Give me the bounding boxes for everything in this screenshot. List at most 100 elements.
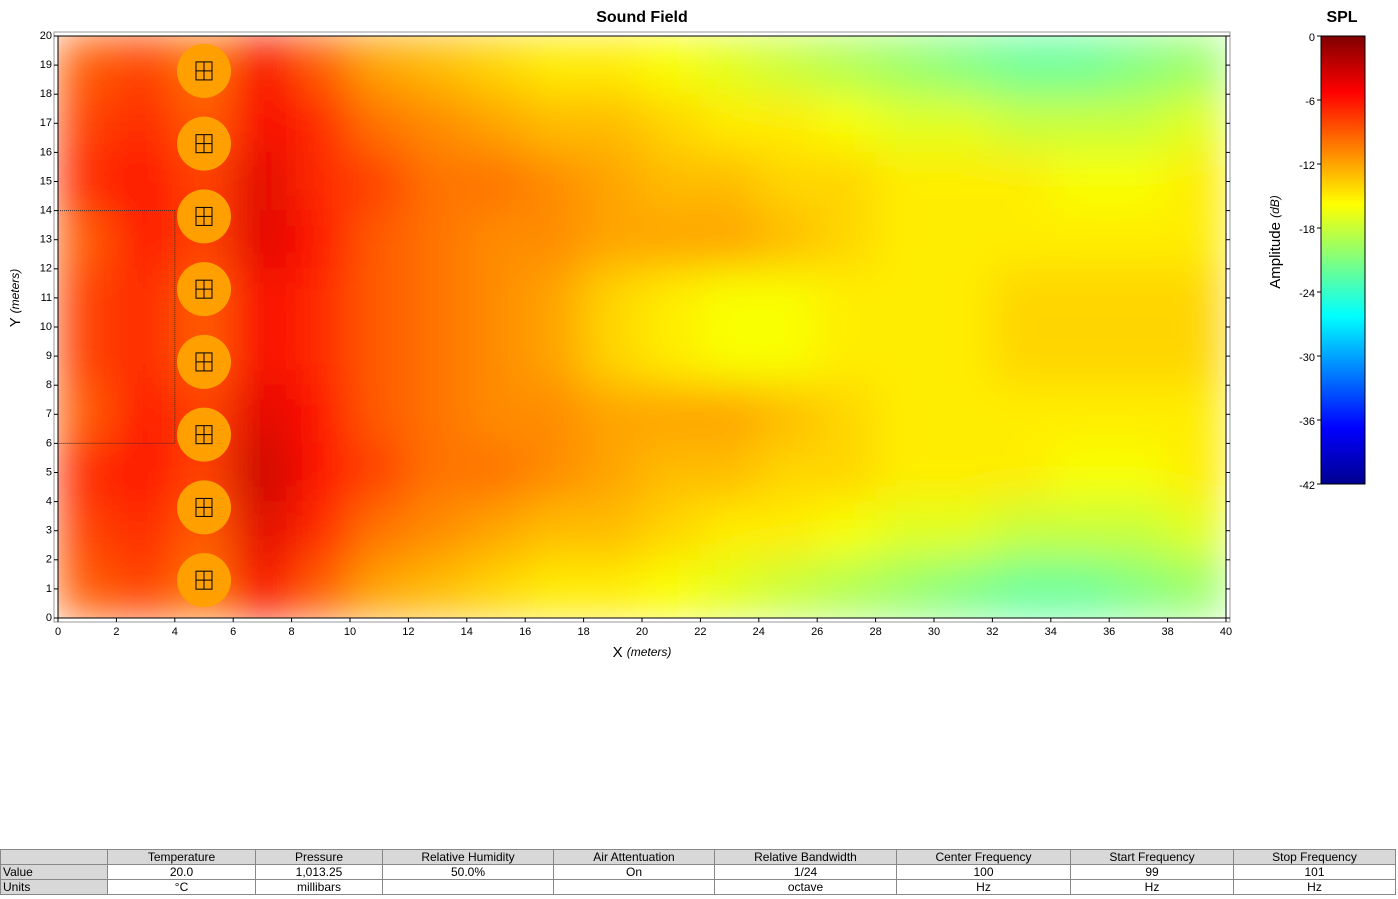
y-tick-label: 6 — [46, 437, 52, 449]
heat-cell — [699, 559, 760, 618]
heat-cell — [58, 384, 117, 444]
heat-cell — [875, 151, 935, 212]
x-tick-label: 2 — [113, 626, 119, 638]
y-tick-label: 20 — [40, 30, 52, 42]
heat-cell — [524, 210, 585, 270]
heat-cell — [991, 442, 1052, 503]
heat-cell — [991, 93, 1052, 153]
x-tick-label: 10 — [344, 626, 356, 638]
y-tick-label: 0 — [46, 612, 52, 624]
y-tick-label: 14 — [40, 205, 52, 217]
table-cell: On — [553, 864, 715, 880]
y-tick-label: 15 — [40, 175, 52, 187]
y-tick-label: 8 — [46, 379, 52, 391]
heat-cell — [816, 151, 877, 212]
y-axis-label: Y (meters) — [7, 269, 24, 328]
heat-cell — [875, 384, 935, 444]
x-tick-label: 12 — [402, 626, 414, 638]
table-cell: 20.0 — [107, 864, 256, 880]
colorbar-label-text: Amplitude — [1267, 222, 1284, 289]
heat-cell — [1050, 93, 1110, 153]
heat-cell — [699, 210, 760, 270]
y-tick-label: 5 — [46, 466, 52, 478]
x-tick-label: 30 — [928, 626, 940, 638]
source-cross — [196, 498, 212, 517]
heat-cell — [641, 501, 701, 561]
heat-cell — [583, 36, 643, 95]
heat-cell — [816, 93, 877, 153]
heat-cell — [1167, 210, 1226, 270]
colorbar-tick-label: -30 — [1299, 352, 1315, 364]
source-cross — [196, 352, 212, 371]
heat-cell — [991, 384, 1052, 444]
heat-cell — [466, 36, 526, 95]
heat-cell — [816, 501, 877, 561]
heat-cell — [58, 442, 117, 503]
table-cell: 1,013.25 — [255, 864, 383, 880]
heat-cell — [58, 36, 117, 95]
y-tick-label: 16 — [40, 146, 52, 158]
heat-cell — [232, 36, 293, 95]
heat-cell — [991, 501, 1052, 561]
heat-cell — [524, 36, 585, 95]
heat-cell — [816, 442, 877, 503]
heat-cell — [58, 501, 117, 561]
table-cell: Hz — [896, 879, 1071, 895]
x-tick-label: 18 — [577, 626, 589, 638]
heat-cell — [407, 151, 468, 212]
heat-cell — [1108, 268, 1169, 328]
heat-cell — [816, 326, 877, 386]
heat-cell — [1167, 559, 1226, 618]
heat-cell — [816, 36, 877, 95]
table-cell: 101 — [1233, 864, 1396, 880]
heat-cell — [1167, 36, 1226, 95]
heat-cell — [875, 442, 935, 503]
y-tick-label: 4 — [46, 496, 52, 508]
heat-cell — [758, 36, 818, 95]
header-cell: Stop Frequency — [1233, 849, 1396, 865]
heat-cell — [641, 384, 701, 444]
heat-cell — [232, 559, 293, 618]
heat-cell — [232, 93, 293, 153]
heat-cell — [232, 384, 293, 444]
heat-cell — [1108, 501, 1169, 561]
heat-cell — [115, 268, 176, 328]
source-cross — [196, 280, 212, 299]
x-tick-label: 40 — [1220, 626, 1232, 638]
y-tick-label: 13 — [40, 234, 52, 246]
x-tick-label: 38 — [1161, 626, 1173, 638]
source-cross — [196, 61, 212, 80]
heat-cell — [349, 326, 409, 386]
heat-cell — [1108, 442, 1169, 503]
heat-cell — [232, 268, 293, 328]
colorbar-tick-label: -12 — [1299, 160, 1315, 172]
colorbar-tick-label: 0 — [1309, 32, 1315, 44]
table-row: Value 20.0 1,013.25 50.0% On 1/24 100 99 101 — [0, 864, 1396, 880]
header-cell: Start Frequency — [1070, 849, 1234, 865]
heat-cell — [641, 442, 701, 503]
heat-cell — [641, 210, 701, 270]
colorbar-tick-label: -42 — [1299, 480, 1315, 492]
heat-cell — [758, 151, 818, 212]
heat-cell — [58, 268, 117, 328]
heat-cell — [1108, 210, 1169, 270]
heat-cell — [349, 501, 409, 561]
heat-cell — [641, 151, 701, 212]
source-cross — [196, 571, 212, 590]
heat-cell — [115, 384, 176, 444]
heat-cell — [699, 36, 760, 95]
heat-cell — [641, 559, 701, 618]
header-cell: Pressure — [255, 849, 383, 865]
colorbar-tick-label: -36 — [1299, 416, 1315, 428]
heat-cell — [407, 442, 468, 503]
heat-cell — [1108, 559, 1169, 618]
heat-cell — [58, 326, 117, 386]
heat-cell — [583, 268, 643, 328]
heat-cell — [933, 151, 993, 212]
x-label: X — [613, 644, 623, 661]
chart-title: Sound Field — [596, 9, 688, 26]
guide-line — [58, 210, 176, 444]
heat-cell — [1050, 36, 1110, 95]
row-label: Units — [0, 879, 108, 895]
heat-cell — [699, 384, 760, 444]
